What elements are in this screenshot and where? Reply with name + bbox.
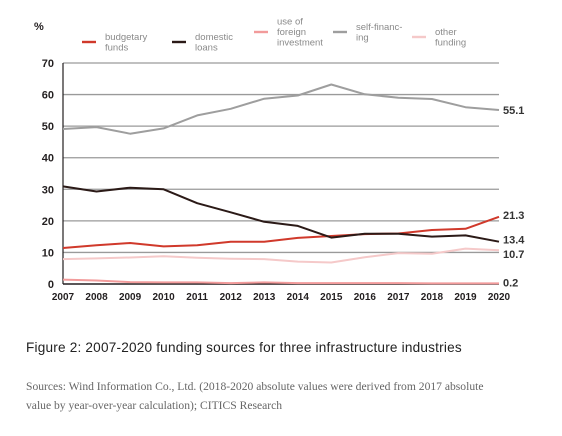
- source-note: Sources: Wind Information Co., Ltd. (201…: [26, 380, 484, 412]
- y-tick-label: 50: [42, 121, 54, 133]
- legend-item: self-financ-ing: [333, 22, 402, 43]
- y-axis: 0 10 20 30 40 50 60 70: [42, 58, 64, 291]
- x-tick-label: 2013: [253, 292, 276, 303]
- legend-label: ing: [356, 32, 369, 43]
- gridlines: [63, 62, 499, 285]
- x-tick-label: 2015: [320, 292, 343, 303]
- legend-label: other: [435, 27, 457, 38]
- x-tick-label: 2019: [454, 292, 477, 303]
- y-tick-label: 60: [42, 90, 54, 102]
- series-line: [62, 215, 500, 249]
- legend-label: investment: [277, 38, 323, 49]
- end-labels: 21.3 13.4 0.2 55.1 10.7: [503, 105, 525, 289]
- x-tick-label: 2014: [287, 292, 310, 303]
- y-tick-label: 0: [48, 279, 54, 291]
- y-tick-label: 30: [42, 184, 54, 196]
- legend-label: funds: [105, 42, 128, 53]
- legend-label: self-financ-: [356, 22, 402, 33]
- end-value-label: 10.7: [503, 249, 524, 261]
- y-tick-label: 20: [42, 216, 54, 228]
- x-tick-label: 2020: [488, 292, 511, 303]
- series-line: [62, 185, 500, 243]
- x-tick-label: 2007: [52, 292, 75, 303]
- y-tick-label: 40: [42, 153, 54, 165]
- x-tick-label: 2011: [186, 292, 208, 303]
- legend-label: funding: [435, 37, 466, 48]
- x-axis: 2007 2008 2009 2010 2011 2012 2013 2014 2015 2016…: [52, 292, 511, 303]
- y-unit-label: %: [34, 21, 44, 33]
- x-tick-label: 2009: [119, 292, 142, 303]
- x-tick-label: 2010: [152, 292, 175, 303]
- series-line: [62, 83, 500, 135]
- figure-caption: Figure 2: 2007-2020 funding sources for …: [26, 340, 462, 355]
- x-tick-label: 2008: [85, 292, 108, 303]
- y-tick-label: 10: [42, 247, 54, 259]
- series-line: [62, 278, 499, 285]
- series-lines: [62, 83, 500, 285]
- x-tick-label: 2012: [220, 292, 243, 303]
- y-tick-label: 70: [42, 58, 54, 70]
- legend-label: use of: [277, 17, 303, 28]
- legend-label: foreign: [277, 27, 306, 38]
- legend-label: budgetary: [105, 32, 148, 43]
- x-tick-label: 2018: [421, 292, 444, 303]
- end-value-label: 0.2: [503, 277, 518, 289]
- end-value-label: 13.4: [503, 235, 525, 247]
- end-value-label: 55.1: [503, 105, 524, 117]
- x-tick-label: 2016: [354, 292, 377, 303]
- legend-label: loans: [195, 42, 218, 53]
- x-tick-label: 2017: [387, 292, 410, 303]
- legend-label: domestic: [195, 32, 233, 43]
- end-value-label: 21.3: [503, 210, 524, 222]
- series-line: [62, 247, 500, 264]
